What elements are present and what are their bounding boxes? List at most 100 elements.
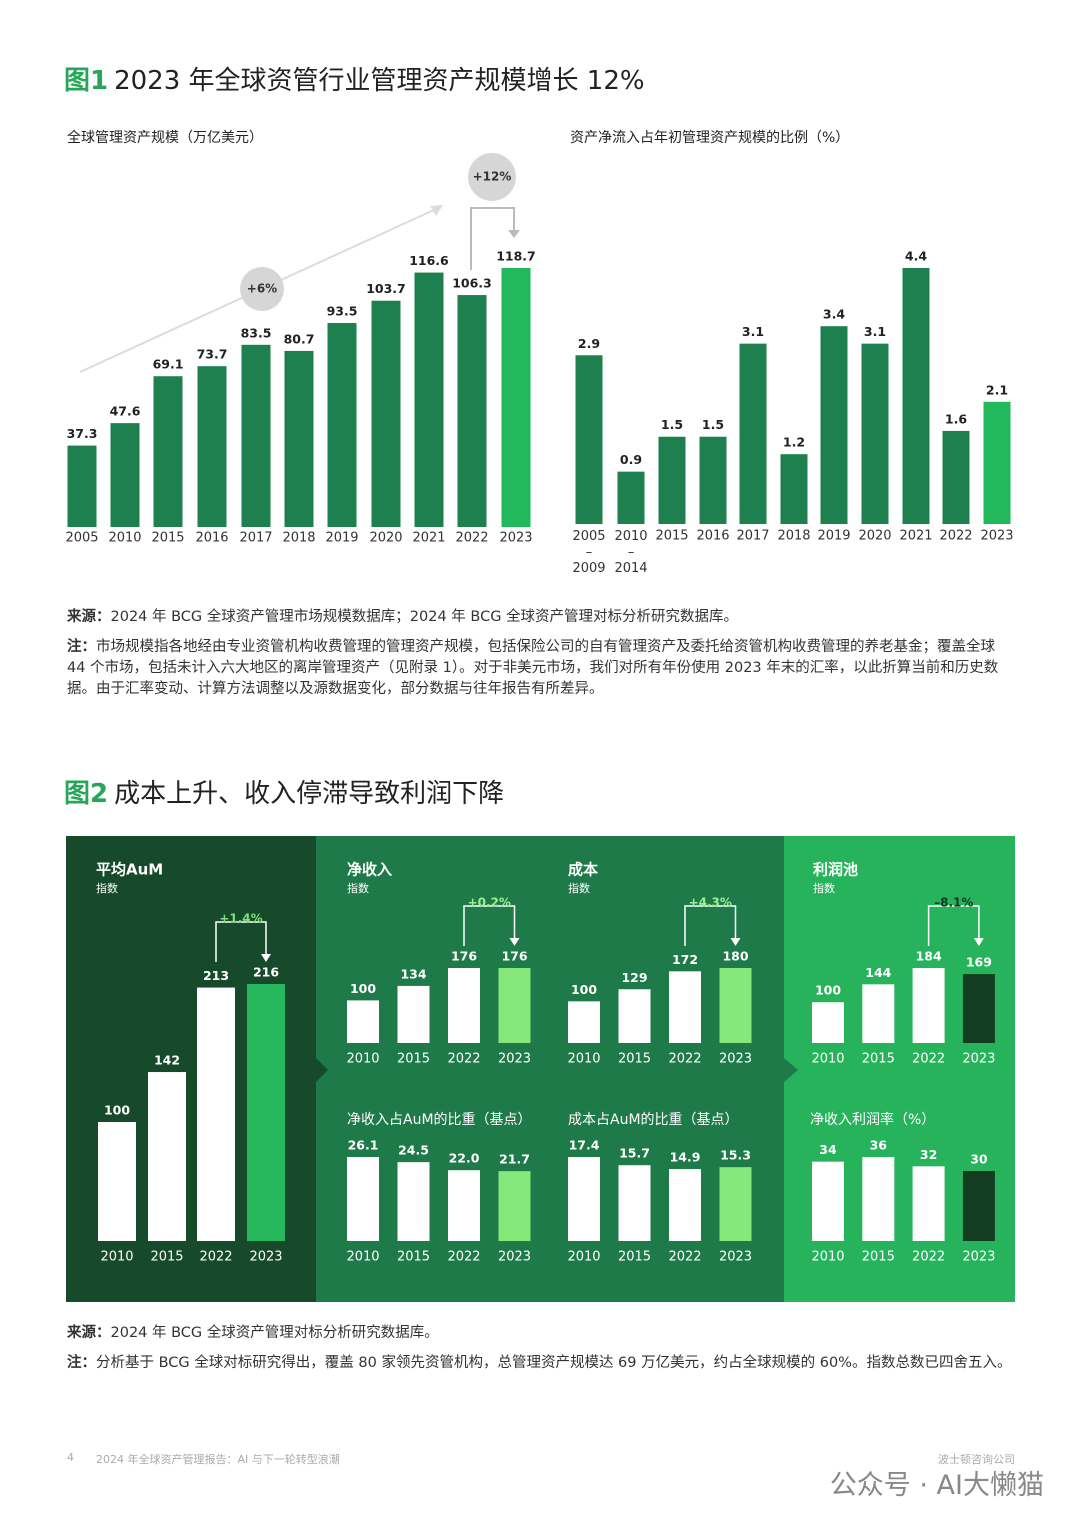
- figure-title: 成本上升、收入停滞导致利润下降: [114, 779, 505, 809]
- badge: [240, 267, 284, 311]
- note: 注：市场规模指各地经由专业资管机构收费管理的管理资产规模，包括保险公司的自有管理…: [67, 637, 1012, 700]
- chart-title: 全球管理资产规模（万亿美元）: [67, 129, 263, 146]
- bar: [448, 1170, 480, 1241]
- bar: [148, 1072, 186, 1241]
- bar: [812, 1002, 844, 1043]
- bar: [861, 343, 889, 524]
- bar: [347, 1000, 379, 1043]
- x-tick-label: 2020: [369, 531, 402, 546]
- value-label: 3.1: [864, 324, 886, 339]
- bar: [719, 968, 752, 1043]
- x-tick-label: 2023: [498, 1052, 531, 1067]
- chart-subtitle: 指数: [347, 881, 369, 895]
- chart-subtitle: 指数: [813, 881, 835, 895]
- bar: [699, 436, 727, 524]
- figure-number: 图1: [64, 66, 109, 96]
- annotation: +4.3%: [689, 896, 732, 910]
- x-tick-label: 2015: [151, 531, 184, 546]
- source: 来源：2024 年 BCG 全球资产管理市场规模数据库；2024 年 BCG 全…: [67, 607, 1012, 628]
- note-text: 市场规模指各地经由专业资管机构收费管理的管理资产规模，包括保险公司的自有管理资产…: [67, 639, 999, 697]
- bar: [153, 376, 183, 527]
- bar: [197, 366, 227, 527]
- value-label: 24.5: [398, 1143, 429, 1158]
- x-tick-label: 2021: [899, 529, 932, 544]
- x-tick-label: 2022: [447, 1250, 480, 1265]
- chart-subtitle: 指数: [96, 881, 118, 895]
- arrow-head: [509, 938, 520, 946]
- x-tick-label: 2022: [912, 1250, 945, 1265]
- value-label: 3.1: [742, 324, 764, 339]
- bar: [284, 350, 314, 527]
- bar: [618, 1165, 651, 1241]
- x-tick-label: 2015: [862, 1250, 895, 1265]
- chart-title: 净收入占AuM的比重（基点）: [347, 1111, 532, 1128]
- value-label: 3.4: [823, 307, 845, 322]
- bar: [347, 1157, 379, 1241]
- x-tick-label: 2021: [412, 531, 445, 546]
- value-label: 15.3: [720, 1148, 751, 1163]
- x-tick-label: 2022: [912, 1052, 945, 1067]
- value-label: 176: [451, 949, 477, 964]
- x-tick-label: 2017: [239, 531, 272, 546]
- value-label: 116.6: [409, 253, 449, 268]
- value-label: 142: [154, 1053, 180, 1068]
- value-label: 184: [916, 949, 942, 964]
- x-tick-label: 2015: [618, 1052, 651, 1067]
- value-label: 80.7: [284, 331, 315, 346]
- x-tick-label: 2020: [858, 529, 891, 544]
- arrow-head: [430, 205, 443, 216]
- value-label: 129: [621, 970, 647, 985]
- x-tick-label: 2022: [447, 1052, 480, 1067]
- x-tick-label: 2019: [817, 529, 850, 544]
- figure-title: 2023 年全球资管行业管理资产规模增长 12%: [114, 66, 645, 96]
- x-tick-label: 2015: [150, 1250, 183, 1265]
- x-tick-label: 2023: [499, 531, 532, 546]
- bar: [110, 423, 140, 527]
- bar: [498, 968, 531, 1043]
- value-label: 17.4: [569, 1138, 600, 1153]
- x-tick-label: 2010: [811, 1052, 844, 1067]
- bracket: [463, 905, 516, 946]
- figure-heading: 图1 2023 年全球资管行业管理资产规模增长 12%: [64, 60, 645, 97]
- value-label: 69.1: [153, 357, 184, 372]
- value-label: 73.7: [197, 347, 228, 362]
- value-label: 176: [501, 949, 527, 964]
- report-name: 2024 年全球资产管理报告：AI 与下一轮转型浪潮: [96, 1453, 340, 1466]
- chart-title: 净收入利润率（%）: [810, 1111, 935, 1128]
- bar: [912, 968, 945, 1043]
- value-label: 93.5: [327, 303, 358, 318]
- value-label: 22.0: [449, 1151, 480, 1166]
- bar: [197, 987, 235, 1241]
- x-tick-label: 2018: [777, 529, 810, 544]
- x-tick-label: 2005: [65, 531, 98, 546]
- value-label: 14.9: [670, 1150, 701, 1165]
- x-tick-label: 2019: [325, 531, 358, 546]
- bar: [719, 1167, 752, 1241]
- bar: [983, 401, 1011, 524]
- x-tick-label: 2010: [108, 531, 141, 546]
- bar: [327, 322, 357, 527]
- arrow-head: [261, 954, 271, 962]
- bar: [862, 984, 895, 1043]
- bar: [397, 985, 430, 1043]
- bar: [498, 1171, 531, 1241]
- x-tick-label: 2010: [811, 1250, 844, 1265]
- x-tick-label: 2022: [455, 531, 488, 546]
- x-tick-label: 2016: [696, 529, 729, 544]
- bar: [669, 1169, 701, 1241]
- bar: [448, 968, 480, 1043]
- x-tick-label: 2023: [498, 1250, 531, 1265]
- bar: [371, 300, 401, 527]
- bar: [617, 471, 645, 524]
- figure-number: 图2: [64, 779, 109, 809]
- x-tick-label: 2010: [346, 1250, 379, 1265]
- x-tick-label: 2023: [962, 1250, 995, 1265]
- bracket: [470, 207, 515, 270]
- value-label: 144: [865, 965, 891, 980]
- bar: [414, 272, 444, 527]
- source: 来源：2024 年 BCG 全球资产管理对标分析研究数据库。: [67, 1323, 1012, 1344]
- bar: [397, 1162, 430, 1241]
- value-label: 180: [722, 949, 748, 964]
- value-label: 32: [920, 1147, 937, 1162]
